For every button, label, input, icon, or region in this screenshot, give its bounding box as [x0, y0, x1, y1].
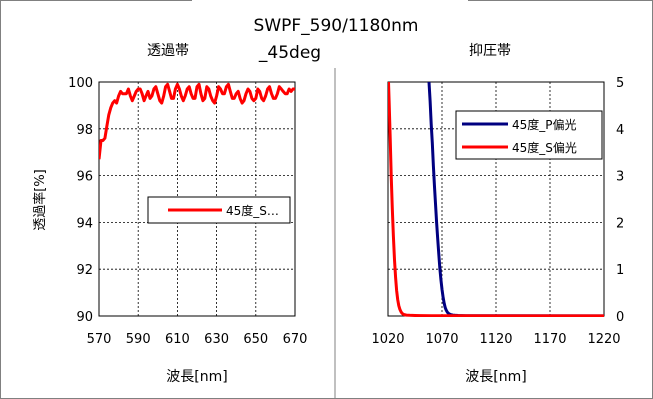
right-y-tick-labels: 0 1 2 3 4 5 [616, 76, 624, 325]
right-x-tick-label: 1070 [425, 332, 458, 347]
left-x-tick-label: 650 [243, 332, 268, 347]
left-y-tick-label: 94 [76, 216, 93, 231]
title-mask [192, 0, 468, 3]
figure-title-line2: _45deg [258, 43, 321, 63]
left-y-axis-label: 透過率[%] [32, 169, 48, 231]
right-series-line-1 [388, 81, 604, 317]
right-y-tick-label: 5 [616, 76, 624, 91]
right-y-tick-label: 3 [616, 170, 624, 185]
left-y-tick-label: 98 [76, 123, 93, 138]
right-x-tick-label: 1170 [533, 332, 566, 347]
right-y-tick-label: 1 [616, 263, 624, 278]
right-y-tick-label: 4 [616, 123, 624, 138]
left-x-tick-label: 590 [126, 332, 151, 347]
right-series-layer [388, 81, 604, 317]
right-y-tick-label: 0 [616, 310, 624, 325]
left-x-tick-label: 670 [283, 332, 308, 347]
left-series-layer [99, 82, 295, 160]
right-x-tick-label: 1020 [371, 332, 404, 347]
figure-title-line1: SWPF_590/1180nm [254, 16, 419, 36]
right-chart-title: 抑圧帯 [469, 43, 511, 59]
left-x-tick-label: 570 [87, 332, 112, 347]
right-y-tick-label: 2 [616, 216, 624, 231]
left-legend: 45度_S… [147, 196, 291, 224]
left-y-tick-label: 90 [76, 310, 93, 325]
right-x-tick-labels: 1020 1070 1120 1170 1220 [371, 332, 620, 347]
left-x-axis-label: 波長[nm] [166, 369, 227, 385]
right-x-tick-label: 1220 [587, 332, 620, 347]
left-x-tick-labels: 570 590 610 630 650 670 [87, 332, 308, 347]
left-x-tick-label: 630 [204, 332, 229, 347]
right-legend-box [455, 110, 603, 160]
right-legend-label-p: 45度_P偏光 [512, 117, 577, 132]
right-x-tick-label: 1120 [479, 332, 512, 347]
left-chart-title: 透過帯 [147, 43, 189, 59]
left-y-tick-label: 100 [68, 76, 93, 91]
left-legend-label-s: 45度_S… [226, 203, 279, 218]
right-x-axis-label: 波長[nm] [465, 369, 526, 385]
left-y-tick-labels: 90 92 94 96 98 100 [68, 76, 93, 325]
left-x-tick-label: 610 [165, 332, 190, 347]
right-legend: 45度_P偏光 45度_S偏光 [455, 110, 603, 160]
left-series-line-0 [99, 82, 295, 160]
left-y-tick-label: 96 [76, 170, 93, 185]
left-y-tick-label: 92 [76, 263, 93, 278]
right-legend-label-s: 45度_S偏光 [512, 140, 577, 155]
left-plot-area [98, 81, 296, 317]
